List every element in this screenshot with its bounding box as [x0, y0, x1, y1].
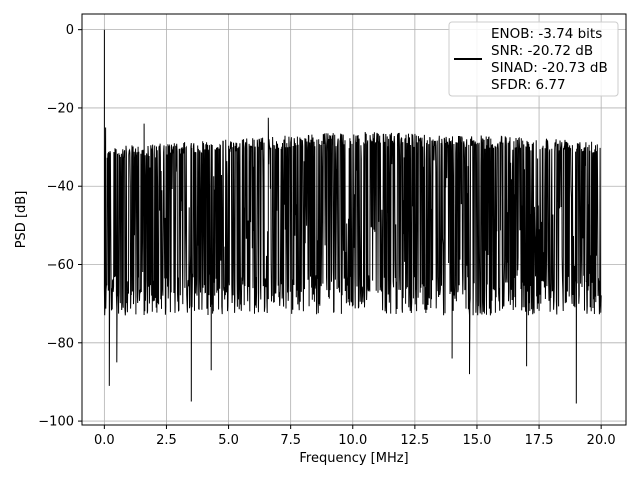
x-tick-label: 5.0 [218, 433, 239, 448]
y-tick-label: 0 [66, 23, 74, 38]
y-tick-label: −40 [47, 180, 74, 195]
y-tick-label: −100 [38, 415, 74, 430]
legend-box [448, 21, 619, 97]
x-tick-label: 7.5 [280, 433, 301, 448]
x-tick-label: 2.5 [156, 433, 177, 448]
y-tick-label: −60 [47, 258, 74, 273]
plot-area [103, 29, 602, 404]
legend-enob-text: ENOB: -3.74 bits [491, 26, 602, 42]
legend-sfdr-text: SFDR: 6.77 [491, 77, 566, 93]
y-axis-title: PSD [dB] [14, 191, 29, 249]
axis-ticks: 0.0 2.5 5.0 7.5 10.0 12.5 15.0 17.5 20.0 0 −20 −40 −… [38, 23, 615, 448]
x-tick-label: 20.0 [587, 433, 616, 448]
psd-series-line [103, 29, 602, 404]
legend: ENOB: -3.74 bits SNR: -20.72 dB SINAD: -… [448, 21, 619, 97]
x-tick-label: 10.0 [338, 433, 367, 448]
legend-sinad-text: SINAD: -20.73 dB [491, 60, 608, 76]
x-axis-title: Frequency [MHz] [299, 451, 408, 466]
x-tick-label: 17.5 [525, 433, 554, 448]
legend-snr-text: SNR: -20.72 dB [491, 43, 593, 59]
y-tick-label: −80 [47, 336, 74, 351]
x-tick-label: 15.0 [462, 433, 491, 448]
y-tick-label: −20 [47, 101, 74, 116]
x-tick-label: 12.5 [400, 433, 429, 448]
x-tick-label: 0.0 [94, 433, 115, 448]
axes-frame [81, 13, 627, 426]
